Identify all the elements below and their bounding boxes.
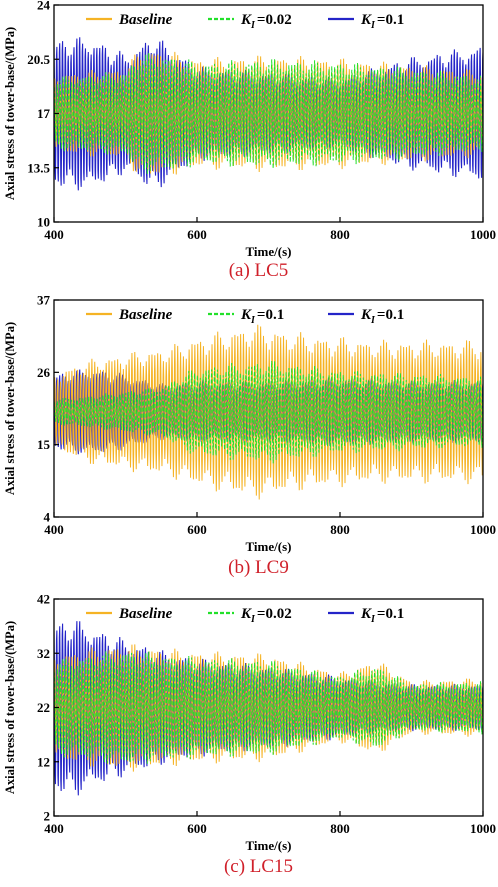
y-axis-label: Axial stress of tower-base/(MPa) [3,27,17,200]
legend-entry-1: Baseline [86,606,173,622]
x-tick-label: 600 [187,227,207,242]
plot-frame [53,299,484,518]
legend-entry-1: Baseline [86,307,173,323]
plot-area [54,324,483,500]
plot-area [54,37,483,191]
series-line-2 [54,52,483,175]
x-tick-label: 800 [330,821,350,836]
legend-entry-3: KI =0.1 [328,307,404,326]
x-tick-label: 800 [330,522,350,537]
y-tick-label: 32 [37,646,50,661]
y-tick-label: 17 [37,106,51,121]
y-tick-label: 26 [37,365,51,380]
legend-entry-2: KI =0.1 [208,307,284,326]
legend-label: KI =0.1 [240,307,284,326]
chart-panel-2: 4 15 26 37 400 600 800 1000 Time/(s) Axial stress… [3,293,496,579]
y-tick-label: 2 [44,809,51,824]
y-tick-label: 24 [37,0,51,13]
legend-label: Baseline [118,307,173,323]
legend-entry-3: KI =0.1 [328,606,404,625]
series-line-2 [54,651,483,764]
x-tick-label: 600 [187,821,207,836]
y-tick-label: 10 [37,215,50,230]
y-tick-label: 42 [37,592,50,607]
y-tick-label: 22 [37,700,50,715]
x-axis-label: Time/(s) [246,244,292,259]
legend-label: KI =0.1 [360,606,404,625]
legend-entry-3: KI =0.1 [328,12,404,31]
legend-label: KI =0.1 [360,307,404,326]
y-tick-label: 13.5 [27,160,50,175]
legend-label: KI =0.1 [360,12,404,31]
plot-area [54,621,483,796]
y-tick-label: 20.5 [27,52,50,67]
x-tick-label: 800 [330,227,350,242]
y-axis-label: Axial stress of tower-base/(MPa) [3,621,17,794]
legend-label: KI =0.02 [240,606,292,625]
legend-entry-1: Baseline [86,12,173,28]
x-tick-label: 1000 [470,522,496,537]
x-axis-label: Time/(s) [246,539,292,554]
legend-entry-2: KI =0.02 [208,606,292,625]
x-tick-label: 400 [44,227,64,242]
y-axis-label: Axial stress of tower-base/(MPa) [3,322,17,495]
x-tick-label: 1000 [470,227,496,242]
y-tick-label: 37 [37,293,51,308]
chart-panel-3: 2 12 22 32 42 400 600 800 1000 Time/(s) Axial stre… [3,592,496,878]
y-tick-label: 4 [44,510,51,525]
x-tick-label: 600 [187,522,207,537]
series-line-2 [54,361,483,464]
x-tick-label: 400 [44,821,64,836]
legend-label: Baseline [118,12,173,28]
y-tick-label: 12 [37,754,50,769]
x-axis-label: Time/(s) [246,838,292,853]
panel-caption: (a) LC5 [229,260,289,281]
y-tick-label: 15 [37,437,51,452]
x-tick-label: 1000 [470,821,496,836]
panel-caption: (b) LC9 [228,557,289,578]
legend-entry-2: KI =0.02 [208,12,292,31]
x-tick-label: 400 [44,522,64,537]
legend-label: KI =0.02 [240,12,292,31]
chart-panel-1: 10 13.5 17 20.5 24 400 600 800 1000 Time/(s) Axial… [3,0,496,281]
panel-caption: (c) LC15 [224,856,293,877]
legend-label: Baseline [118,606,173,622]
